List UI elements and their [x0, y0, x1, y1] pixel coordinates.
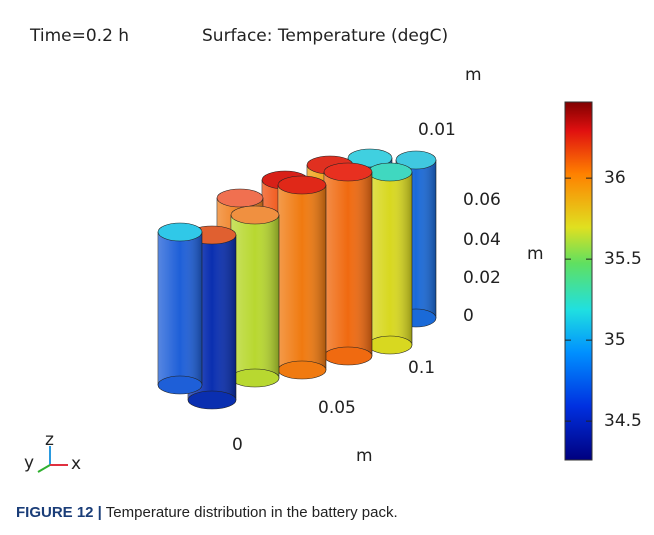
time-label: Time=0.2 h [29, 26, 129, 46]
z-tick-label: 0.02 [463, 268, 501, 288]
cell-shade [324, 172, 372, 356]
triad: z y x [24, 430, 81, 474]
cell-bottom [368, 336, 412, 354]
triad-y: y [24, 453, 34, 473]
cell-bottom [278, 361, 326, 379]
y-tick-label: 0.01 [418, 120, 456, 140]
colorbar-tick-label: 34.5 [604, 411, 642, 431]
x-tick-label: 0.05 [318, 398, 356, 418]
colorbar-tick-label: 35 [604, 330, 626, 350]
caption-label: FIGURE 12 | [16, 504, 102, 521]
surface-label: Surface: Temperature (degC) [202, 26, 448, 46]
cell-bottom [158, 376, 202, 394]
triad-z: z [45, 430, 54, 450]
y-unit: m [465, 65, 482, 85]
cell-top [217, 189, 263, 207]
caption: FIGURE 12 | Temperature distribution in … [16, 504, 398, 521]
cell-top [158, 223, 202, 241]
cell-top [231, 206, 279, 224]
z-tick-label: 0.04 [463, 230, 501, 250]
triad-x: x [71, 454, 81, 474]
cell-shade [368, 172, 412, 345]
cell-shade [158, 232, 202, 385]
x-tick-label: 0.1 [408, 358, 435, 378]
cell-bottom [231, 369, 279, 387]
cell-shade [231, 215, 279, 378]
figure: Time=0.2 h Surface: Temperature (degC) m… [0, 0, 654, 535]
cell-shade [278, 185, 326, 370]
colorbar-tick-label: 35.5 [604, 249, 642, 269]
cell-top [324, 163, 372, 181]
colorbar-tick-label: 36 [604, 168, 626, 188]
battery-cells [158, 149, 436, 409]
plot: Time=0.2 h Surface: Temperature (degC) m… [0, 0, 654, 500]
colorbar [565, 102, 592, 460]
z-tick-label: 0.06 [463, 190, 501, 210]
caption-text: Temperature distribution in the battery … [106, 504, 398, 521]
cell-top [368, 163, 412, 181]
cell-bottom [188, 391, 236, 409]
z-tick-label: 0 [463, 306, 474, 326]
cell-top [278, 176, 326, 194]
z-unit: m [527, 244, 544, 264]
x-tick-label: 0 [232, 435, 243, 455]
x-unit: m [356, 446, 373, 466]
cell-bottom [324, 347, 372, 365]
